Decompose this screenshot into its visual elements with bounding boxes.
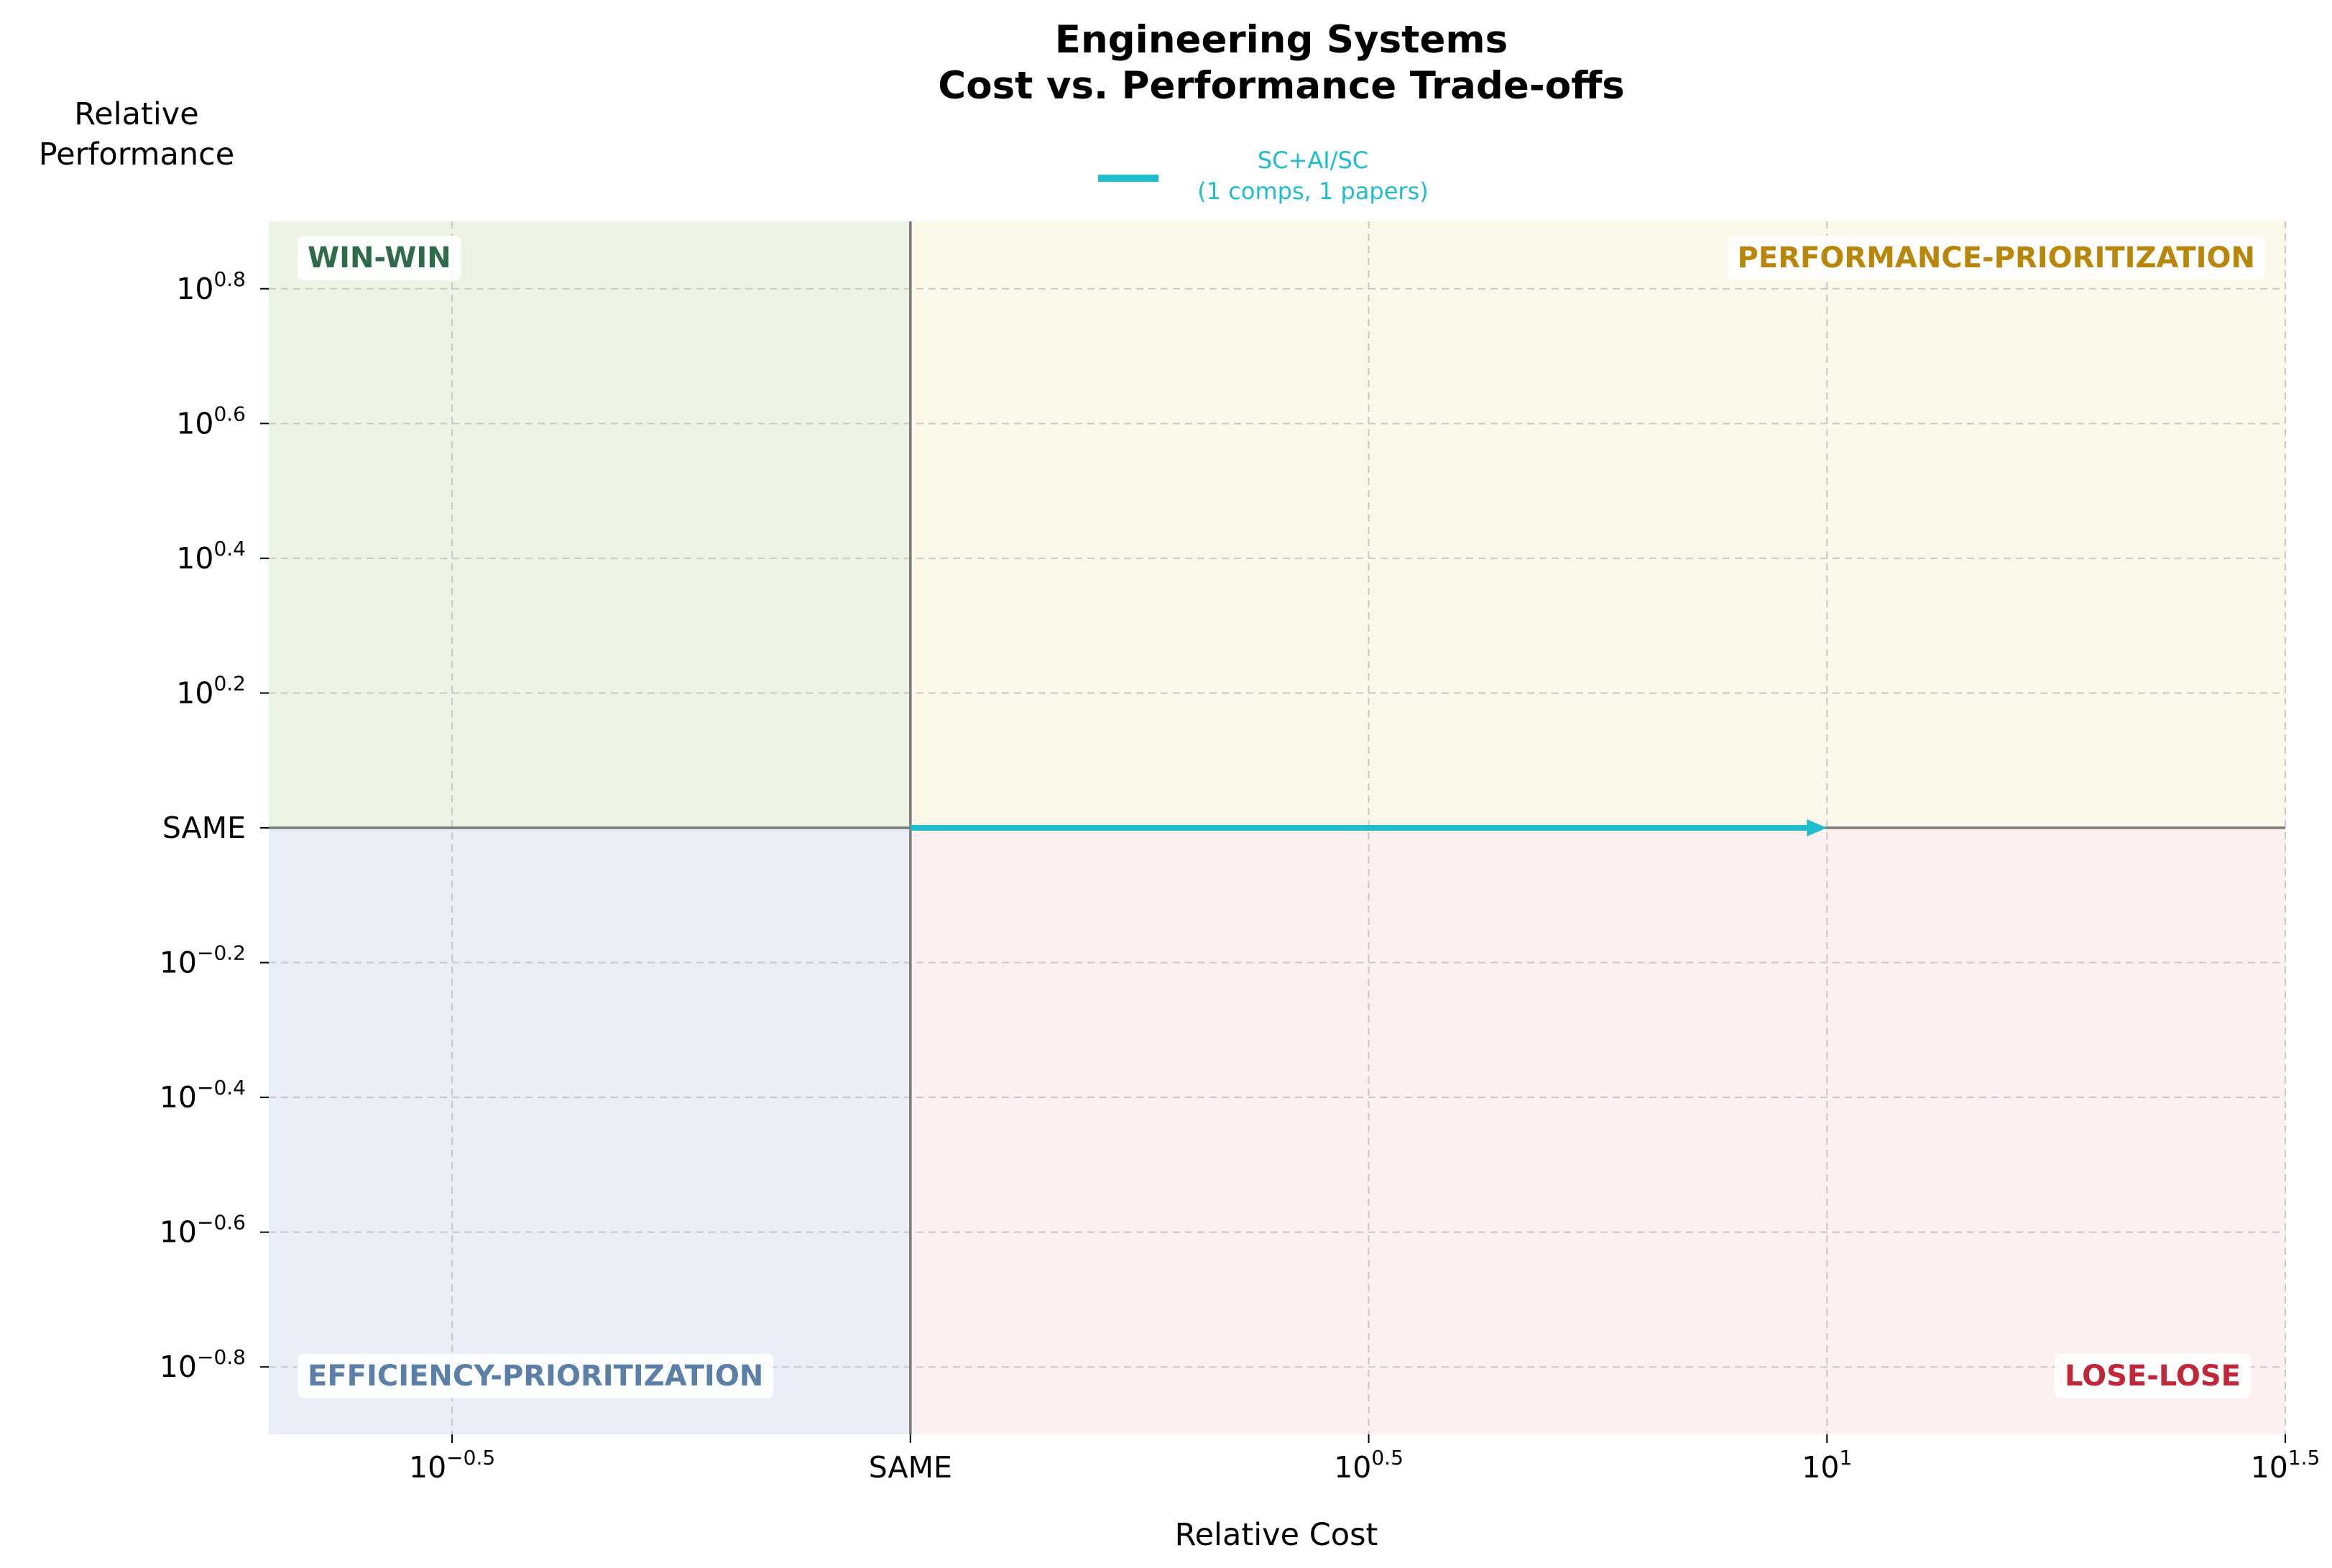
y-tick-label: 100.8 [176,267,246,306]
quadrant-label-text: PERFORMANCE-PRIORITIZATION [1738,241,2255,275]
quadrant-label-win-win: WIN-WIN [298,236,461,280]
y-tick-label: 10−0.4 [160,1076,246,1115]
quadrant-lose-lose [910,828,2285,1434]
y-axis-label-line-2: Performance [39,137,235,172]
y-tick-label: 10−0.8 [160,1345,246,1384]
quadrant-label-efficiency-prioritization: EFFICIENCY-PRIORITIZATION [298,1354,774,1398]
y-axis-label-line-1: Relative [74,96,198,132]
y-tick-label: 10−0.2 [160,941,246,980]
chart-title-line-2: Cost vs. Performance Trade-offs [938,64,1624,108]
quadrant-label-text: LOSE-LOSE [2065,1360,2241,1393]
y-tick-label: 10−0.6 [160,1211,246,1250]
quadrant-label-text: EFFICIENCY-PRIORITIZATION [308,1360,763,1393]
series-arrows [910,819,1828,836]
x-tick-label: 101 [1802,1446,1852,1485]
quadrant-label-box [1727,236,2265,280]
chart-title-line-1: Engineering Systems [1055,18,1508,62]
y-tick-label: 100.2 [176,671,246,710]
y-axis-ticks: 100.8 100.6 100.4 100.2 SAME 10−0.2 10−0.4 10−0… [160,267,269,1384]
y-tick-label: 100.4 [176,537,246,576]
y-tick-label: SAME [162,811,246,845]
legend-series-subtitle: (1 comps, 1 papers) [1197,177,1428,205]
quadrant-label-text: WIN-WIN [308,241,451,275]
quadrant-label-lose-lose: LOSE-LOSE [2055,1354,2251,1398]
quadrant-efficiency-prioritization [269,828,911,1434]
y-tick-label: 100.6 [176,402,246,441]
x-tick-label: SAME [869,1450,952,1485]
x-axis-label: Relative Cost [1175,1517,1378,1553]
x-tick-label: 10−0.5 [409,1446,495,1485]
series-arrow-head [1807,819,1828,836]
quadrant-backgrounds [269,221,2285,1434]
legend: SC+AI/SC (1 comps, 1 papers) [1098,147,1429,205]
legend-series-name: SC+AI/SC [1258,147,1368,174]
quadrant-label-box [2055,1354,2251,1398]
x-tick-label: 100.5 [1334,1446,1404,1485]
quadrant-label-box [298,1354,774,1398]
x-tick-label: 101.5 [2251,1446,2321,1485]
quadrant-labels: WIN-WIN PERFORMANCE-PRIORITIZATION EFFICIE… [298,236,2265,1398]
x-axis-ticks: 10−0.5 SAME 100.5 101 101.5 [409,1434,2320,1485]
quadrant-label-box [298,236,461,280]
quadrant-performance-prioritization [910,221,2285,828]
quadrant-label-performance-prioritization: PERFORMANCE-PRIORITIZATION [1727,236,2265,280]
grid-lines [269,221,2286,1434]
quadrant-win-win [269,221,911,828]
